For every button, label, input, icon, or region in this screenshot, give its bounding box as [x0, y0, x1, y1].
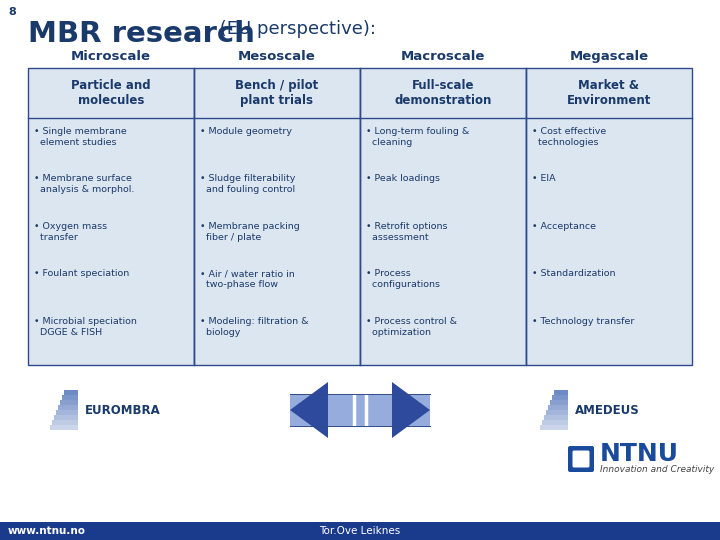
Bar	[544, 415, 568, 420]
Bar	[546, 410, 568, 415]
Text: Bench / pilot
plant trials: Bench / pilot plant trials	[235, 79, 319, 107]
Text: • Sludge filterability
  and fouling control: • Sludge filterability and fouling contr…	[200, 174, 295, 194]
Bar	[54, 415, 78, 420]
Bar	[548, 405, 568, 410]
Text: • Modeling: filtration &
  biology: • Modeling: filtration & biology	[200, 316, 308, 337]
Bar	[552, 395, 568, 400]
Text: • Module geometry: • Module geometry	[200, 127, 292, 136]
Text: Innovation and Creativity: Innovation and Creativity	[600, 464, 714, 474]
Text: Macroscale: Macroscale	[401, 50, 485, 63]
Text: Market &
Environment: Market & Environment	[567, 79, 651, 107]
Text: • Peak loadings: • Peak loadings	[366, 174, 440, 184]
Bar	[50, 425, 78, 430]
Text: www.ntnu.no: www.ntnu.no	[8, 526, 86, 536]
Text: 8: 8	[8, 7, 16, 17]
FancyBboxPatch shape	[568, 446, 594, 472]
Bar	[64, 390, 78, 395]
Text: • Standardization: • Standardization	[532, 269, 616, 278]
Bar	[290, 394, 430, 426]
Text: AMEDEUS: AMEDEUS	[575, 403, 640, 416]
Bar	[526, 68, 692, 365]
Text: • Process control &
  optimization: • Process control & optimization	[366, 316, 457, 337]
Bar	[58, 405, 78, 410]
Bar	[28, 68, 194, 365]
Text: • Long-term fouling &
  cleaning: • Long-term fouling & cleaning	[366, 127, 469, 147]
FancyBboxPatch shape	[572, 450, 590, 468]
Bar	[540, 425, 568, 430]
Text: • Air / water ratio in
  two-phase flow: • Air / water ratio in two-phase flow	[200, 269, 294, 289]
Text: • Membrane packing
  fiber / plate: • Membrane packing fiber / plate	[200, 222, 300, 242]
Bar	[542, 420, 568, 425]
Text: • Foulant speciation: • Foulant speciation	[34, 269, 130, 278]
Text: MBR research: MBR research	[28, 20, 255, 48]
Text: Particle and
molecules: Particle and molecules	[71, 79, 150, 107]
Text: • Retrofit options
  assessment: • Retrofit options assessment	[366, 222, 448, 242]
Text: Megascale: Megascale	[570, 50, 649, 63]
Text: • Process
  configurations: • Process configurations	[366, 269, 440, 289]
Bar	[62, 395, 78, 400]
Text: • Technology transfer: • Technology transfer	[532, 316, 634, 326]
Text: • Oxygen mass
  transfer: • Oxygen mass transfer	[34, 222, 107, 242]
Text: • Microbial speciation
  DGGE & FISH: • Microbial speciation DGGE & FISH	[34, 316, 137, 337]
Bar	[0, 522, 720, 540]
Text: • Membrane surface
  analysis & morphol.: • Membrane surface analysis & morphol.	[34, 174, 135, 194]
Bar	[52, 420, 78, 425]
Text: (EU perspective):: (EU perspective):	[214, 20, 376, 38]
Text: • Cost effective
  technologies: • Cost effective technologies	[532, 127, 606, 147]
Text: • Single membrane
  element studies: • Single membrane element studies	[34, 127, 127, 147]
Text: EUROMBRA: EUROMBRA	[85, 403, 161, 416]
Polygon shape	[290, 382, 328, 438]
Text: • Acceptance: • Acceptance	[532, 222, 596, 231]
Bar	[554, 390, 568, 395]
Bar	[360, 68, 526, 365]
Text: Full-scale
demonstration: Full-scale demonstration	[395, 79, 492, 107]
Text: Mesoscale: Mesoscale	[238, 50, 316, 63]
Bar	[550, 400, 568, 405]
Bar	[194, 68, 360, 365]
Bar	[56, 410, 78, 415]
Bar	[60, 400, 78, 405]
Text: • EIA: • EIA	[532, 174, 556, 184]
Text: Tor.Ove Leiknes: Tor.Ove Leiknes	[320, 526, 400, 536]
Polygon shape	[392, 382, 430, 438]
Text: NTNU: NTNU	[600, 442, 679, 466]
Bar	[290, 394, 430, 426]
Text: Microscale: Microscale	[71, 50, 151, 63]
